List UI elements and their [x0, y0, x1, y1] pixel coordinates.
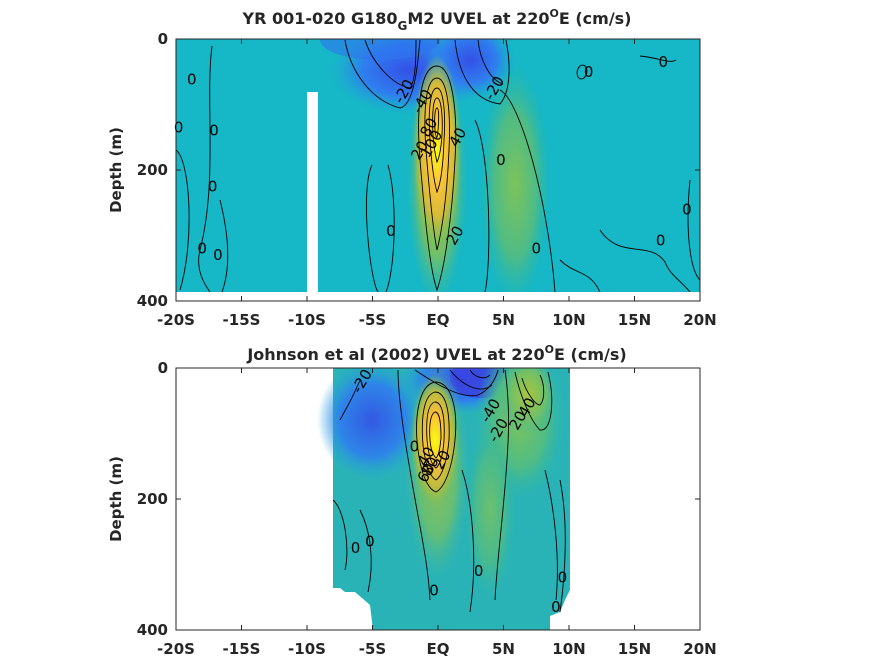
top-contour-label: 0 [496, 151, 506, 169]
bottom-x-tick-label: -5S [359, 640, 386, 656]
bottom-contour-lines [332, 369, 566, 613]
bottom-contour-label: 0 [351, 539, 361, 557]
top-axis-ticks: -20S -15S -10S -5S EQ 5N 10N 15N 20N 0 200 400 [137, 30, 717, 329]
top-x-tick-label: 15N [618, 311, 651, 329]
bottom-contour-label: 0 [551, 598, 561, 616]
top-contour-label: 0 [209, 122, 219, 140]
bottom-y-tick-label: 200 [137, 490, 168, 508]
bottom-contour-label: 0 [410, 438, 420, 456]
top-y-tick-label: 0 [158, 30, 168, 48]
bottom-contour-label: 0 [429, 582, 439, 600]
top-contour-label: 0 [531, 240, 541, 258]
top-contour-label: 0 [386, 222, 396, 240]
top-x-tick-label: -10S [288, 311, 326, 329]
top-x-tick-label: 10N [552, 311, 585, 329]
bottom-chart-title: Johnson et al (2002) UVEL at 220OE (cm/s… [246, 343, 626, 364]
bottom-x-tick-label: 20N [683, 640, 716, 656]
bottom-y-axis-label: Depth (m) [107, 456, 125, 542]
top-x-tick-label: EQ [427, 311, 450, 329]
top-eastward-flow-region [480, 65, 550, 292]
top-heatmap [176, 39, 700, 292]
bottom-x-tick-label: -15S [223, 640, 261, 656]
bottom-heatmap [317, 368, 570, 630]
top-contour-label: 0 [197, 240, 207, 258]
bottom-chart-panel: Johnson et al (2002) UVEL at 220OE (cm/s… [107, 343, 717, 656]
top-surface-blue-region [320, 39, 440, 60]
bottom-x-tick-label: EQ [427, 640, 450, 656]
bottom-y-tick-label: 0 [158, 359, 168, 377]
top-contour-label: 0 [174, 118, 184, 136]
top-missing-data-gap [307, 92, 318, 292]
top-x-tick-label: -5S [359, 311, 386, 329]
bottom-x-tick-label: 15N [618, 640, 651, 656]
bottom-countercurrent [500, 368, 556, 435]
top-contour-label: 0 [187, 71, 197, 89]
top-x-tick-label: 5N [492, 311, 515, 329]
top-x-tick-label: -15S [223, 311, 261, 329]
top-y-tick-label: 200 [137, 161, 168, 179]
top-y-tick-label: 400 [137, 292, 168, 310]
bottom-x-tick-label: -10S [288, 640, 326, 656]
top-chart-panel: YR 001-020 G180GM2 UVEL at 220OE (cm/s) [107, 7, 717, 329]
top-x-tick-label: -20S [157, 311, 195, 329]
top-contour-lines [176, 39, 700, 292]
top-contour-label: 0 [659, 53, 669, 71]
top-undercurrent-core [413, 55, 461, 245]
bottom-contour-label: 0 [365, 533, 375, 551]
bottom-contour-label: 0 [558, 569, 568, 587]
bottom-x-tick-label: 5N [492, 640, 515, 656]
top-contour-label: 0 [213, 246, 223, 264]
bottom-deep-eastward-flow [465, 420, 515, 600]
top-contour-label: 0 [656, 232, 666, 250]
bottom-contour-label: 0 [474, 562, 484, 580]
bottom-x-tick-label: -20S [157, 640, 195, 656]
top-contour-label: 0 [682, 200, 692, 218]
bottom-y-tick-label: 400 [137, 621, 168, 639]
top-y-axis-label: Depth (m) [107, 127, 125, 213]
top-chart-title: YR 001-020 G180GM2 UVEL at 220OE (cm/s) [242, 7, 632, 33]
top-contour-label: 0 [584, 63, 594, 81]
bottom-x-tick-label: 10N [552, 640, 585, 656]
bottom-axis-ticks: -20S -15S -10S -5S EQ 5N 10N 15N 20N 0 200 400 [137, 359, 717, 656]
top-x-tick-label: 20N [683, 311, 716, 329]
top-contour-label: 0 [208, 177, 218, 195]
